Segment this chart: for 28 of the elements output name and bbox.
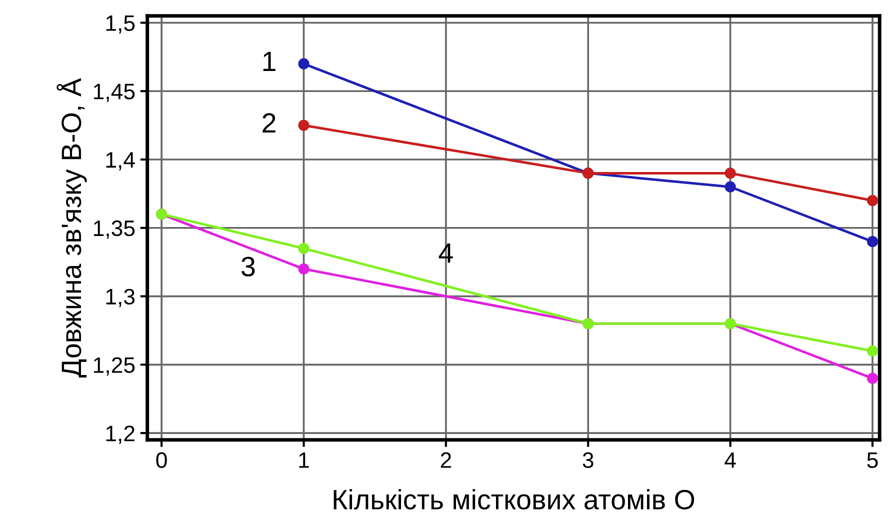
- y-tick-label: 1,4: [106, 152, 135, 170]
- series-label: 1: [263, 52, 276, 71]
- y-tick-label: 1,5: [106, 16, 135, 34]
- y-tick-label: 1,45: [94, 84, 135, 102]
- x-tick-label: 5: [867, 452, 878, 468]
- x-tick-label: 2: [440, 452, 451, 468]
- series-label: 2: [262, 113, 276, 133]
- y-tick-label: 1,3: [106, 288, 135, 308]
- point: [298, 242, 310, 254]
- y-tick-label: 1,35: [94, 220, 135, 239]
- point: [298, 120, 310, 131]
- point: [866, 372, 878, 384]
- y-tick-label: 1,2: [106, 426, 134, 444]
- x-axis-title: Кількість місткових атомів O: [334, 489, 694, 510]
- point: [866, 345, 878, 357]
- point: [298, 263, 310, 274]
- point: [866, 236, 878, 248]
- x-tick-label: 1: [299, 452, 309, 468]
- point: [866, 194, 878, 206]
- y-axis-title: Довжина зв'язку B-O, Å: [56, 78, 87, 378]
- series-label: 3: [242, 256, 255, 276]
- x-tick-label: 4: [724, 452, 736, 468]
- point: [298, 58, 310, 70]
- x-tick-label: 0: [156, 452, 167, 468]
- point: [724, 168, 736, 179]
- point: [724, 181, 736, 192]
- x-tick-label: 3: [582, 452, 594, 468]
- y-tick-label: 1,25: [94, 357, 135, 376]
